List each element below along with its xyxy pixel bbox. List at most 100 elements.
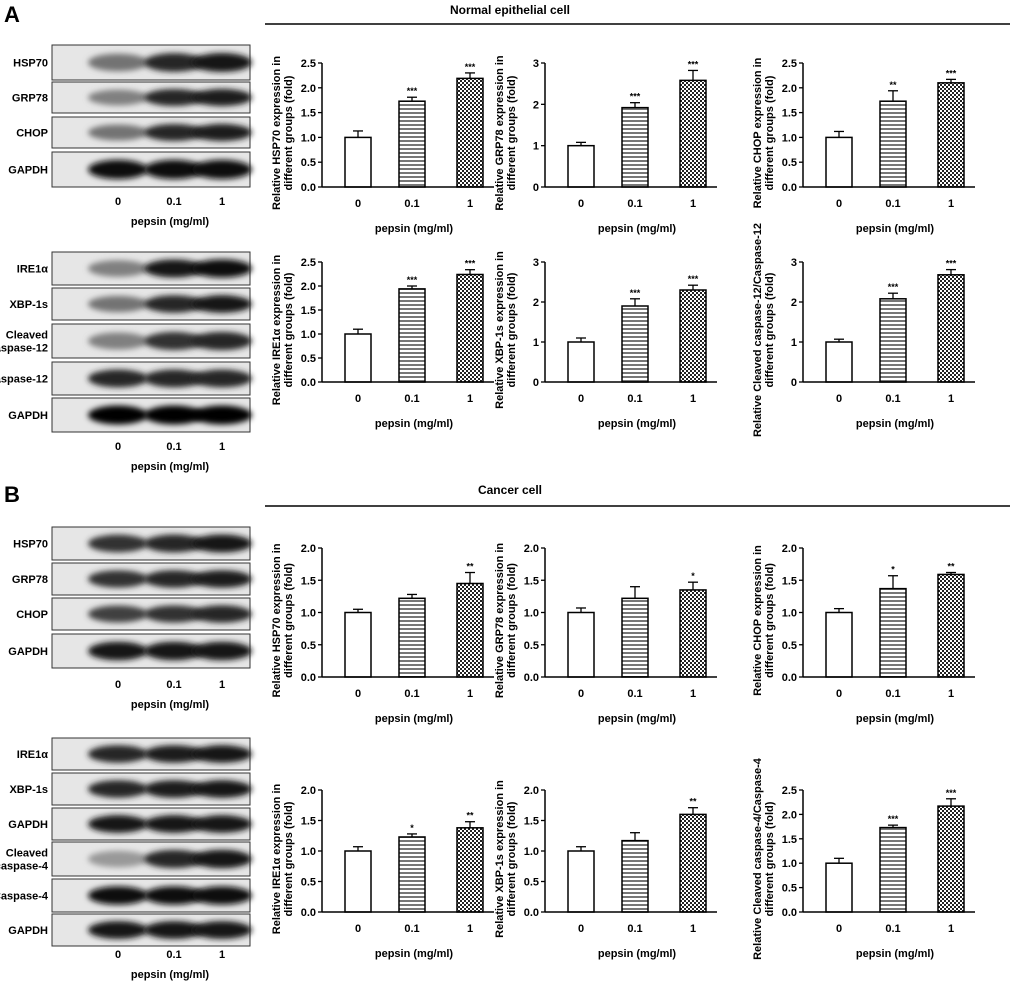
blot-row: GAPDH xyxy=(8,151,252,188)
blot-label: CHOP xyxy=(16,609,48,621)
y-axis-label: Relative XBP-1s expression in xyxy=(494,251,506,409)
x-tick-label: 0.1 xyxy=(885,393,900,405)
y-tick-label: 1.5 xyxy=(301,816,316,828)
lane-label: 0.1 xyxy=(166,679,181,691)
blot-row: CHOP xyxy=(16,597,252,631)
significance-marker: *** xyxy=(630,288,641,298)
x-tick-label: 1 xyxy=(467,688,473,700)
blot-band xyxy=(192,53,252,72)
panel-letter: B xyxy=(4,482,20,507)
blot-label: caspase-12 xyxy=(0,343,48,355)
y-axis-label: different groups (fold) xyxy=(283,563,295,678)
lane-label: 0 xyxy=(115,679,121,691)
y-tick-label: 3 xyxy=(533,58,539,70)
y-tick-label: 0 xyxy=(533,182,539,194)
y-tick-label: 2.0 xyxy=(782,543,797,555)
bar xyxy=(679,289,707,383)
y-tick-label: 2.0 xyxy=(301,281,316,293)
y-axis-label: different groups (fold) xyxy=(764,272,776,387)
y-tick-label: 1.0 xyxy=(782,608,797,620)
blot-band xyxy=(88,260,148,277)
significance-marker: * xyxy=(891,565,895,575)
bar xyxy=(344,611,372,678)
blot-band xyxy=(192,605,252,623)
blot-row: GAPDH xyxy=(8,913,252,947)
bar xyxy=(679,589,707,678)
y-tick-label: 2.0 xyxy=(301,543,316,555)
blot-label: Cleaved xyxy=(6,330,48,342)
lane-label: 1 xyxy=(219,196,225,208)
y-axis-label: Relative Cleaved caspase-12/Caspase-12 xyxy=(752,223,764,437)
bar xyxy=(456,582,484,678)
blot-band xyxy=(144,88,204,107)
lane-label: 1 xyxy=(219,949,225,961)
lane-label: 1 xyxy=(219,441,225,453)
blot-row: GAPDH xyxy=(8,807,252,841)
blot-band xyxy=(192,331,252,351)
bar-chart: 0.0 0.5 1.0 1.5 2.0 0 0.1 * 1 pepsin (mg/ml) Relat… xyxy=(494,543,717,725)
bar xyxy=(937,573,965,678)
y-axis-label: different groups (fold) xyxy=(764,801,776,916)
y-axis-label: different groups (fold) xyxy=(506,272,518,387)
y-tick-label: 2.0 xyxy=(782,83,797,95)
blot-row: XBP-1s xyxy=(9,287,252,321)
y-tick-label: 1.0 xyxy=(301,608,316,620)
x-axis-label: pepsin (mg/ml) xyxy=(856,418,935,430)
x-axis-label: pepsin (mg/ml) xyxy=(856,223,935,235)
bar xyxy=(825,611,853,678)
bar xyxy=(567,850,595,913)
blot-band xyxy=(144,815,204,833)
x-tick-label: 0 xyxy=(578,688,584,700)
blot-band xyxy=(192,570,252,588)
y-tick-label: 2.0 xyxy=(524,543,539,555)
x-axis-label: pepsin (mg/ml) xyxy=(856,948,935,960)
bar xyxy=(879,100,907,188)
blot-label: CHOP xyxy=(16,128,48,140)
blot-band xyxy=(144,780,204,798)
x-tick-label: 1 xyxy=(690,688,696,700)
x-tick-label: 0.1 xyxy=(404,393,419,405)
y-tick-label: 2.5 xyxy=(301,58,316,70)
y-tick-label: 0 xyxy=(791,377,797,389)
blot-row: HSP70 xyxy=(13,526,252,561)
bar xyxy=(456,827,484,913)
y-tick-label: 2 xyxy=(533,99,539,111)
significance-marker: ** xyxy=(689,797,697,807)
y-tick-label: 2.5 xyxy=(782,58,797,70)
bar-chart: 0.0 0.5 1.0 1.5 2.0 2.5 0 *** 0.1 *** 1 pepsin (mg/… xyxy=(271,255,494,430)
y-tick-label: 1 xyxy=(533,141,539,153)
x-axis-label: pepsin (mg/ml) xyxy=(375,948,454,960)
y-tick-label: 0.0 xyxy=(524,907,539,919)
bar xyxy=(398,288,426,383)
blot-label: Cleaved xyxy=(6,848,48,860)
y-tick-label: 0 xyxy=(533,377,539,389)
x-axis-label: pepsin (mg/ml) xyxy=(375,713,454,725)
bar-chart: 0.0 0.5 1.0 1.5 2.0 0 * 0.1 ** 1 pepsin (mg/ml) Rel… xyxy=(271,784,494,960)
panel-title: Cancer cell xyxy=(478,483,542,497)
bar-chart: 0 1 2 3 0 *** 0.1 *** 1 pepsin (mg/ml) Relative GR… xyxy=(494,55,717,235)
lane-label: 0.1 xyxy=(166,949,181,961)
x-tick-label: 0 xyxy=(355,198,361,210)
bar xyxy=(621,597,649,678)
y-tick-label: 1.5 xyxy=(782,575,797,587)
y-tick-label: 1 xyxy=(533,337,539,349)
bar xyxy=(344,333,372,383)
bar xyxy=(567,341,595,383)
y-tick-label: 1.5 xyxy=(524,816,539,828)
significance-marker: *** xyxy=(888,814,899,824)
blot-label: GAPDH xyxy=(8,165,48,177)
bar xyxy=(937,82,965,188)
significance-marker: *** xyxy=(465,259,476,269)
bar xyxy=(679,79,707,188)
bar xyxy=(825,341,853,383)
blot-label: HSP70 xyxy=(13,539,48,551)
lane-label: 0 xyxy=(115,949,121,961)
x-tick-label: 1 xyxy=(467,923,473,935)
y-tick-label: 1.0 xyxy=(524,608,539,620)
bar xyxy=(879,298,907,383)
y-tick-label: 0.5 xyxy=(301,640,316,652)
y-tick-label: 1.0 xyxy=(301,132,316,144)
blot-band xyxy=(88,89,148,106)
